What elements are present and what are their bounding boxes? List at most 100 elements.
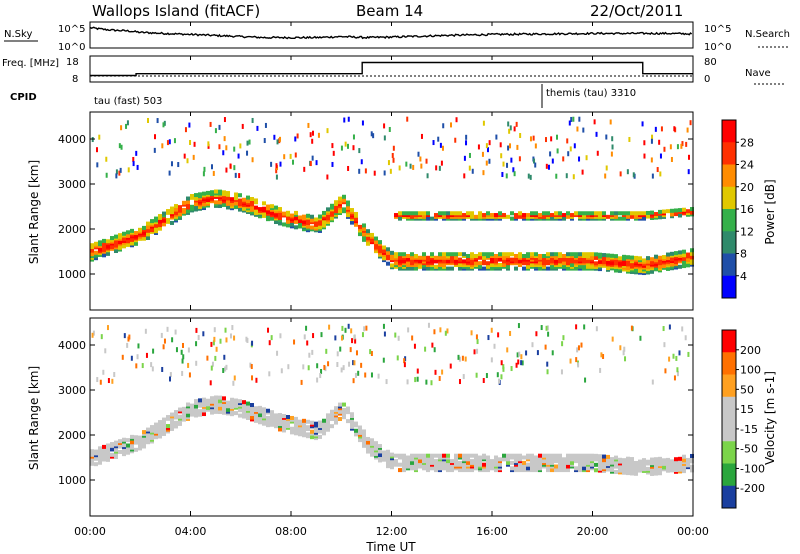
power-cell	[114, 243, 118, 248]
power-cell	[383, 123, 386, 129]
velocity-cell	[195, 360, 198, 366]
power-cell	[238, 173, 241, 179]
power-cell	[662, 264, 666, 269]
velocity-cell	[584, 377, 587, 383]
power-cell	[90, 243, 94, 248]
power-cell	[263, 138, 266, 144]
power-cell	[622, 254, 626, 259]
power-cell	[177, 162, 180, 168]
velocity-cell	[626, 471, 630, 476]
velocity-cell	[672, 353, 675, 359]
power-cell	[275, 168, 278, 174]
power-cell	[130, 228, 134, 233]
station-title: Wallops Island (fitACF)	[92, 2, 260, 20]
velocity-cell	[194, 404, 198, 409]
velocity-cell	[466, 457, 470, 462]
power-cell	[486, 147, 489, 153]
power-cell	[102, 238, 106, 243]
power-cell	[455, 117, 458, 123]
velocity-cell	[254, 417, 258, 422]
power-cell	[202, 191, 206, 196]
power-cell	[488, 140, 491, 146]
velocity-cell	[195, 341, 198, 347]
velocity-cell	[246, 401, 250, 406]
power-cell	[546, 266, 550, 271]
power-cell	[370, 238, 374, 243]
power-cell	[550, 216, 554, 221]
power-cell	[669, 144, 672, 150]
velocity-cell	[224, 366, 227, 372]
power-cell	[312, 130, 315, 136]
velocity-cell	[354, 428, 358, 433]
power-cell	[518, 252, 522, 257]
power-cell	[226, 205, 230, 210]
power-cell	[207, 143, 210, 149]
velocity-cell	[510, 453, 514, 458]
power-cell	[126, 233, 130, 238]
velocity-cell	[162, 421, 166, 426]
power-cell	[680, 143, 683, 149]
power-cell	[578, 252, 582, 257]
power-cell	[125, 123, 128, 129]
power-cell	[662, 209, 666, 214]
velocity-cell	[187, 347, 190, 353]
power-cell	[676, 144, 679, 150]
velocity-cell	[534, 455, 538, 460]
power-cell	[294, 210, 298, 215]
velocity-cell	[526, 466, 530, 471]
power-cell	[471, 168, 474, 174]
velocity-colorbar-tick-label: 100	[740, 364, 761, 377]
velocity-cell	[374, 441, 378, 446]
velocity-cell	[92, 330, 95, 336]
velocity-cell	[213, 327, 216, 333]
velocity-cell	[662, 465, 666, 470]
velocity-cell	[178, 414, 182, 419]
power-cell	[370, 232, 374, 237]
power-cell	[570, 259, 574, 264]
velocity-cell	[229, 333, 232, 339]
power-cell	[682, 260, 686, 265]
velocity-cell	[310, 429, 314, 434]
velocity-cell	[326, 424, 330, 429]
velocity-cell	[630, 457, 634, 462]
power-cell	[506, 261, 510, 266]
power-cell	[218, 204, 222, 209]
power-cell	[426, 216, 430, 221]
power-cell	[555, 134, 558, 140]
power-cell	[538, 261, 542, 266]
power-cell	[309, 132, 312, 138]
velocity-cell	[673, 375, 676, 381]
power-cell	[98, 240, 102, 245]
velocity-colorbar-tick-label: -100	[740, 462, 765, 475]
velocity-cell	[650, 471, 654, 476]
power-cell	[622, 211, 626, 216]
power-cell	[182, 208, 186, 213]
power-cell	[383, 135, 386, 141]
power-cell	[674, 208, 678, 213]
power-cell	[398, 216, 402, 221]
power-cell	[289, 153, 292, 159]
velocity-cell	[178, 407, 182, 412]
power-cell	[642, 216, 646, 221]
power-cell	[274, 212, 278, 217]
noise-left-tick-bottom: 10^0	[58, 42, 85, 53]
power-cell	[294, 219, 298, 224]
power-cell	[530, 211, 534, 216]
power-cell	[450, 252, 454, 257]
velocity-cell	[418, 459, 422, 464]
power-cell	[682, 207, 686, 212]
power-cell	[218, 144, 221, 150]
power-cell	[118, 170, 121, 176]
velocity-cell	[382, 323, 385, 329]
velocity-cell	[370, 350, 373, 356]
velocity-cell	[318, 420, 322, 425]
power-cell	[542, 211, 546, 216]
power-cell	[352, 134, 355, 140]
x-axis: 00:00 04:00 08:00 12:00 16:00 20:00 00:00	[74, 22, 709, 538]
power-cell	[526, 213, 530, 218]
velocity-cell	[334, 406, 338, 411]
power-cell	[550, 213, 554, 218]
velocity-cell	[531, 342, 534, 348]
power-cell	[222, 202, 226, 207]
velocity-cell	[582, 466, 586, 471]
